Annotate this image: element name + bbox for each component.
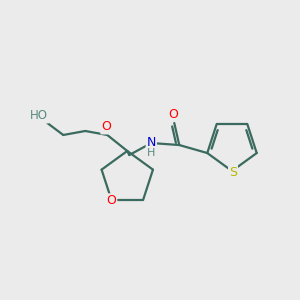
Text: H: H — [147, 148, 155, 158]
Text: O: O — [168, 107, 178, 121]
Text: S: S — [229, 166, 237, 178]
Text: O: O — [106, 194, 116, 207]
Text: N: N — [147, 136, 156, 148]
Text: HO: HO — [30, 110, 48, 122]
Text: O: O — [101, 121, 111, 134]
